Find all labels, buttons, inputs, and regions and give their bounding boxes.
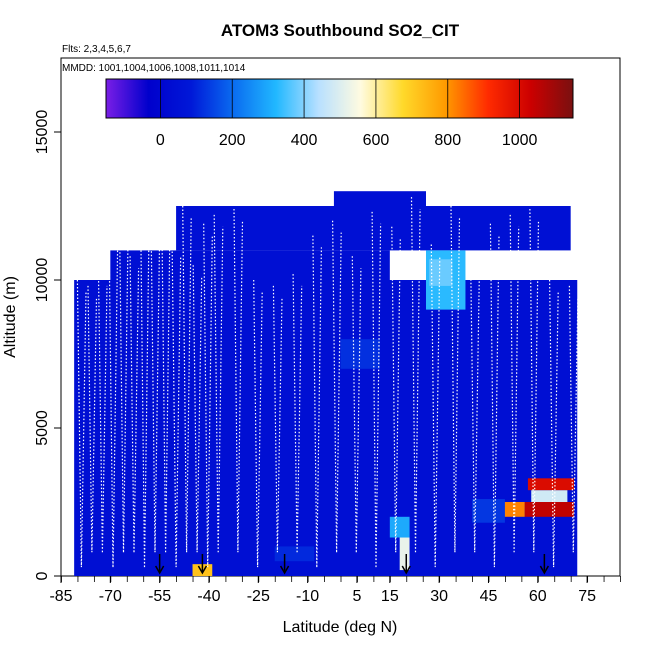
marker-arrowhead (154, 565, 165, 575)
colorbar-tick-label: 0 (156, 132, 165, 149)
y-tick-label: 5000 (34, 410, 51, 446)
colorbar: 0 200 400 600 800 1000 (105, 78, 574, 149)
y-axis-label: Altitude (m) (2, 276, 19, 358)
x-axis-label: Latitude (deg N) (283, 619, 398, 636)
heat-cell (333, 191, 426, 206)
x-tick-label: -85 (49, 588, 72, 605)
y-tick-label: 15000 (34, 110, 51, 155)
heat-cell (472, 499, 505, 523)
marker-arrowhead (401, 565, 411, 575)
heat-cell (340, 339, 380, 369)
heat-cell (74, 280, 578, 576)
heat-cell (389, 516, 410, 538)
colorbar-gradient (105, 78, 574, 119)
marker-arrowhead (279, 565, 290, 575)
heat-cell (429, 259, 453, 286)
heat-cell (399, 537, 410, 571)
heat-cell (524, 502, 574, 517)
axes: -85 -70 -55 -40 -25 -10 5 15 30 45 60 7505000100001… (34, 110, 621, 605)
x-tick-label: -25 (247, 588, 270, 605)
x-tick-label: -40 (197, 588, 220, 605)
flights-subtitle: Flts: 2,3,4,5,6,7 (62, 44, 131, 55)
x-tick-label: -55 (148, 588, 171, 605)
heat-cell (176, 206, 571, 251)
x-tick-label: 5 (352, 588, 361, 605)
x-tick-label: 15 (381, 588, 399, 605)
x-tick-label: 60 (529, 588, 547, 605)
colorbar-tick-label: 800 (434, 132, 461, 149)
marker-arrowhead (539, 565, 550, 575)
colorbar-tick-label: 600 (363, 132, 390, 149)
x-tick-label: 30 (430, 588, 448, 605)
heat-cell (527, 478, 574, 491)
marker-layer (154, 554, 550, 575)
flight-profile-lines (76, 197, 579, 568)
heat-cell (110, 250, 390, 280)
marker-arrowhead (197, 565, 208, 575)
chart-title: ATOM3 Southbound SO2_CIT (221, 21, 460, 40)
colorbar-tick-label: 1000 (502, 132, 538, 149)
x-tick-label: -10 (296, 588, 319, 605)
x-tick-label: -70 (99, 588, 122, 605)
y-tick-label: 0 (34, 571, 51, 580)
flight-tracks (76, 197, 579, 568)
x-tick-label: 45 (480, 588, 498, 605)
colorbar-tick-label: 400 (291, 132, 318, 149)
heat-cell (274, 546, 315, 562)
x-tick-label: 75 (578, 588, 596, 605)
heatmap-layer (74, 191, 578, 576)
colorbar-tick-label: 200 (219, 132, 246, 149)
heat-cell (531, 490, 568, 502)
dates-subtitle: MMDD: 1001,1004,1006,1008,1011,1014 (62, 63, 246, 74)
y-tick-label: 10000 (34, 258, 51, 303)
